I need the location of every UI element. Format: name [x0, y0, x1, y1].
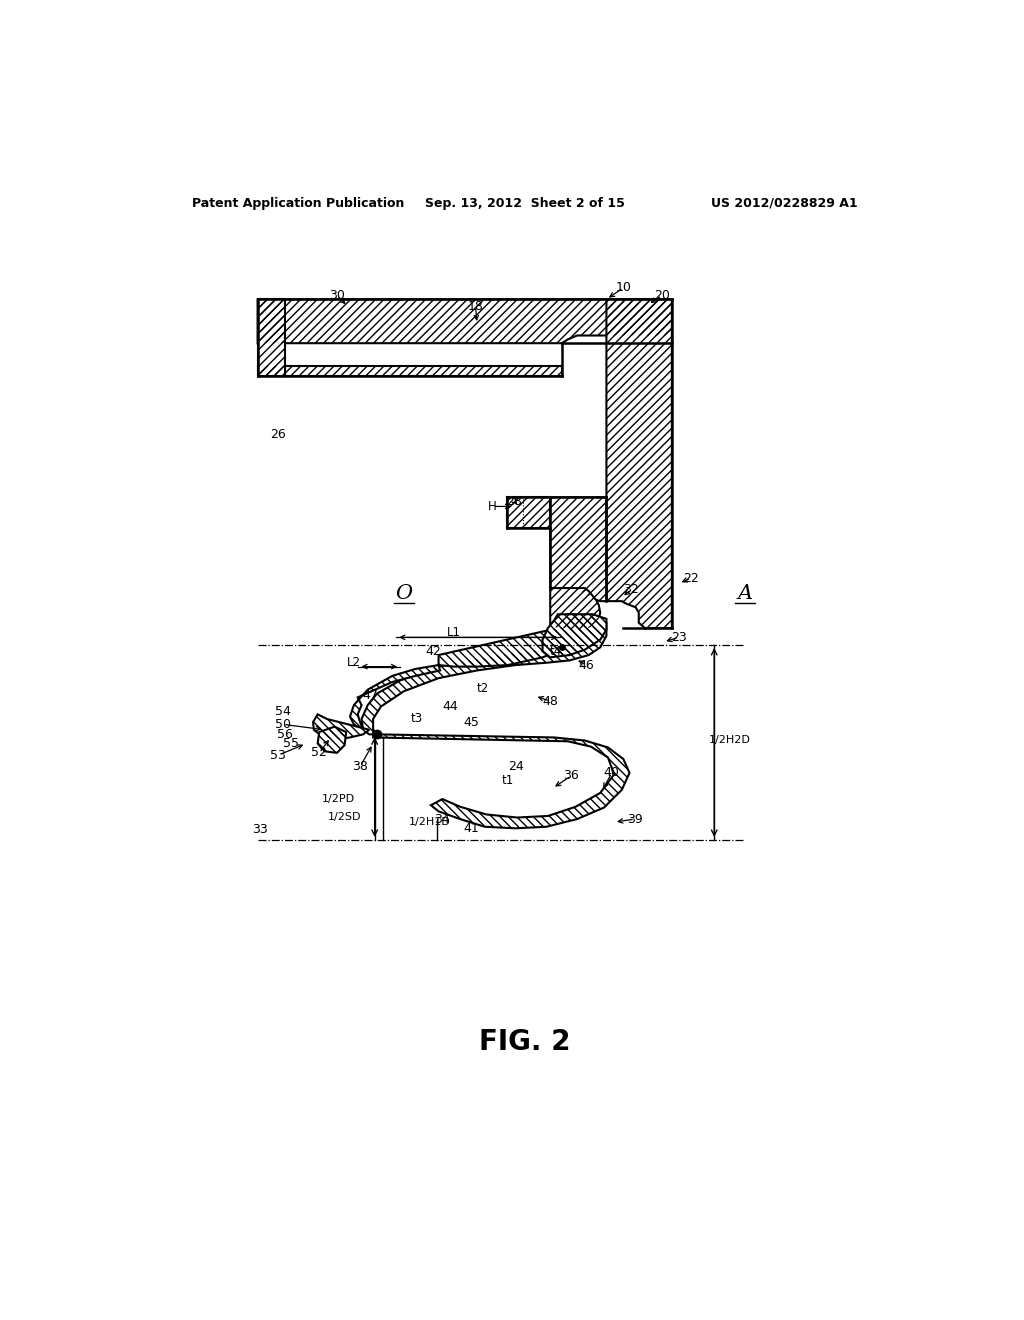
Text: 1/2PD: 1/2PD: [322, 795, 355, 804]
Text: 38: 38: [352, 760, 368, 774]
Polygon shape: [438, 624, 573, 667]
Polygon shape: [550, 498, 606, 601]
Text: 45: 45: [463, 715, 479, 729]
Text: 42: 42: [425, 644, 441, 657]
Text: t3: t3: [411, 713, 423, 726]
Text: t2: t2: [477, 681, 489, 694]
Polygon shape: [550, 589, 600, 630]
Text: 55: 55: [283, 737, 299, 750]
Text: 52: 52: [311, 746, 327, 759]
Text: t4: t4: [550, 644, 562, 657]
Polygon shape: [258, 300, 672, 343]
Polygon shape: [258, 367, 562, 376]
Text: 28: 28: [506, 495, 522, 508]
Text: 39: 39: [627, 813, 643, 825]
Text: 41: 41: [463, 822, 479, 834]
Polygon shape: [258, 300, 285, 376]
Text: Patent Application Publication: Patent Application Publication: [193, 197, 404, 210]
Text: L1: L1: [446, 626, 461, 639]
Text: 54: 54: [275, 705, 291, 718]
Text: 48: 48: [543, 694, 558, 708]
Text: 20: 20: [654, 289, 670, 302]
Text: H: H: [488, 500, 497, 513]
Text: 30: 30: [329, 289, 345, 302]
Polygon shape: [361, 614, 606, 734]
Text: 44: 44: [442, 700, 458, 713]
Text: 50: 50: [275, 718, 291, 731]
Text: 46: 46: [579, 659, 594, 672]
Text: 34: 34: [434, 813, 451, 825]
Text: 18: 18: [468, 300, 483, 313]
Text: 10: 10: [615, 281, 632, 294]
Polygon shape: [543, 614, 606, 657]
Text: O: O: [395, 583, 413, 603]
Text: t1: t1: [502, 774, 514, 787]
Polygon shape: [350, 665, 440, 730]
Polygon shape: [317, 726, 346, 752]
Text: A: A: [737, 583, 753, 603]
Text: 26: 26: [270, 428, 287, 441]
Text: 1/2H1D: 1/2H1D: [409, 817, 451, 828]
Text: 32: 32: [624, 583, 639, 597]
Text: 1/2H2D: 1/2H2D: [709, 735, 751, 744]
Polygon shape: [313, 714, 370, 739]
Polygon shape: [507, 498, 550, 528]
Polygon shape: [606, 300, 672, 628]
Text: 40: 40: [604, 767, 620, 779]
Text: Sep. 13, 2012  Sheet 2 of 15: Sep. 13, 2012 Sheet 2 of 15: [425, 197, 625, 210]
Text: 56: 56: [276, 727, 293, 741]
Text: 53: 53: [270, 748, 287, 762]
Text: 1/2SD: 1/2SD: [328, 812, 361, 822]
Text: 24: 24: [508, 760, 523, 774]
Text: 47: 47: [362, 689, 379, 702]
Text: 22: 22: [683, 572, 699, 585]
Text: 23: 23: [671, 631, 687, 644]
Text: 33: 33: [252, 824, 268, 837]
Polygon shape: [373, 730, 630, 829]
Text: L2: L2: [347, 656, 360, 669]
Text: FIG. 2: FIG. 2: [479, 1028, 570, 1056]
Text: 36: 36: [563, 770, 579, 783]
Text: US 2012/0228829 A1: US 2012/0228829 A1: [711, 197, 857, 210]
